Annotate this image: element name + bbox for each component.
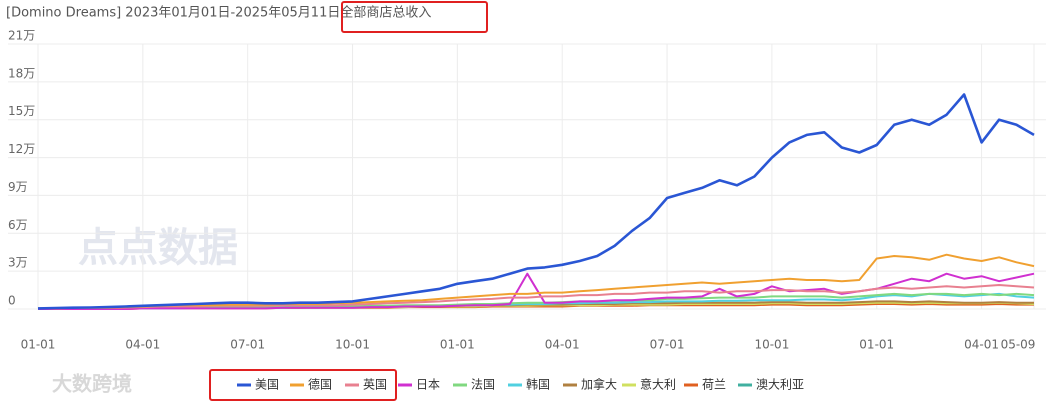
legend-item[interactable]: 德国 bbox=[290, 377, 332, 392]
legend-label: 加拿大 bbox=[581, 377, 617, 392]
legend-item[interactable]: 美国 bbox=[237, 378, 279, 392]
watermark: 点点数据 bbox=[78, 225, 238, 271]
legend-item[interactable]: 日本 bbox=[398, 378, 440, 392]
legend-item[interactable]: 澳大利亚 bbox=[738, 378, 804, 392]
y-tick-label: 21万 bbox=[8, 29, 35, 43]
series-line bbox=[38, 253, 1035, 310]
y-tick-label: 12万 bbox=[8, 142, 35, 156]
x-tick-label: 10-01 bbox=[335, 338, 370, 352]
legend-item[interactable]: 英国 bbox=[345, 378, 387, 392]
legend-label: 美国 bbox=[255, 378, 279, 392]
legend-label: 韩国 bbox=[526, 377, 550, 392]
y-tick-label: 9万 bbox=[8, 180, 28, 194]
y-tick-label: 6万 bbox=[8, 218, 28, 232]
legend-item[interactable]: 意大利 bbox=[622, 377, 676, 392]
x-tick-label: 01-01 bbox=[21, 338, 56, 352]
x-tick-label: 04-01 bbox=[545, 338, 580, 352]
x-tick-label: 01-01 bbox=[440, 338, 475, 352]
grid: 0 3万 6万 9万 12万 15万 18万 21万 01-01 04-01 07-01 10-01 0… bbox=[8, 29, 1046, 352]
y-tick-label: 18万 bbox=[8, 66, 35, 80]
legend-label: 德国 bbox=[308, 377, 332, 392]
x-tick-label: 10-01 bbox=[754, 338, 789, 352]
legend-item[interactable]: 法国 bbox=[453, 378, 495, 392]
legend-label: 澳大利亚 bbox=[756, 378, 804, 392]
x-tick-label: 07-01 bbox=[230, 338, 265, 352]
x-tick-label: 04-01 bbox=[125, 338, 160, 352]
series-line bbox=[37, 93, 1035, 310]
x-tick-label: 07-01 bbox=[650, 338, 685, 352]
legend-item[interactable]: 韩国 bbox=[508, 377, 550, 392]
y-tick-label: 0 bbox=[8, 294, 16, 308]
legend-label: 法国 bbox=[471, 378, 495, 392]
watermark: 大数跨境 bbox=[52, 372, 132, 396]
x-tick-label: 05-09 bbox=[1001, 338, 1036, 352]
legend-label: 荷兰 bbox=[702, 378, 726, 392]
lines bbox=[37, 93, 1035, 310]
y-tick-label: 3万 bbox=[8, 256, 28, 270]
legend-item[interactable]: 加拿大 bbox=[563, 377, 617, 392]
legend-label: 日本 bbox=[416, 378, 440, 392]
annotation-box bbox=[209, 369, 397, 401]
legend-label: 意大利 bbox=[640, 377, 676, 392]
y-tick-label: 15万 bbox=[8, 104, 35, 118]
legend-item[interactable]: 荷兰 bbox=[684, 378, 726, 392]
chart-title: [Domino Dreams] 2023年01月01日-2025年05月11日全… bbox=[6, 5, 431, 21]
legend: 美国 德国 英国 日本 法国 韩国 加拿大 意大利 荷兰 澳大利亚 bbox=[237, 377, 804, 392]
annotation-box bbox=[341, 1, 488, 33]
x-tick-label: 01-01 bbox=[859, 338, 894, 352]
x-tick-label: 04-01 bbox=[964, 338, 999, 352]
legend-label: 英国 bbox=[363, 378, 387, 392]
